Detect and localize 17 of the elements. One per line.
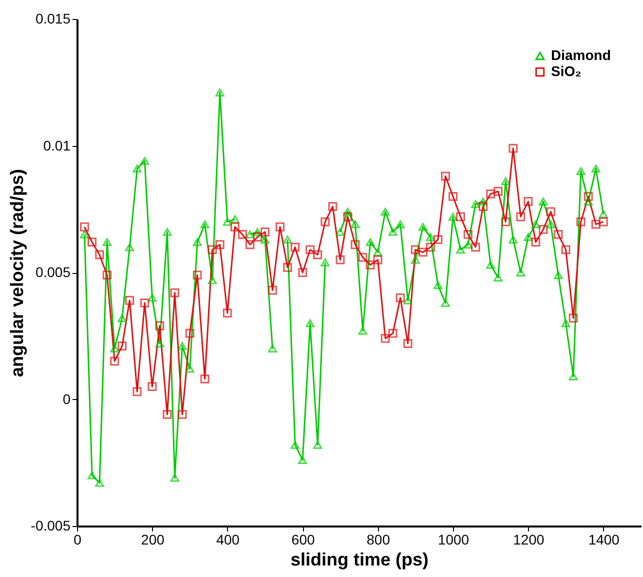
y-tick-label: 0 xyxy=(62,390,71,407)
x-tick-label: 200 xyxy=(141,532,165,548)
x-tick-label: 800 xyxy=(366,532,390,548)
y-tick-label: 0.01 xyxy=(43,137,71,154)
y-axis-title: angular velocity (rad/ps) xyxy=(6,168,27,378)
x-tick-label: 1400 xyxy=(588,532,620,548)
x-tick-label: 600 xyxy=(291,532,315,548)
y-tick-label: 0.015 xyxy=(35,10,71,26)
legend-label: Diamond xyxy=(551,47,611,63)
legend-label: SiO₂ xyxy=(551,63,582,79)
x-tick-label: 0 xyxy=(74,532,82,548)
x-axis-title: sliding time (ps) xyxy=(290,550,429,570)
x-tick-label: 400 xyxy=(216,532,240,548)
x-tick-label: 1000 xyxy=(438,532,470,548)
y-tick-label: 0.005 xyxy=(35,264,71,280)
x-tick-label: 1200 xyxy=(513,532,544,548)
y-tick-label: -0.005 xyxy=(30,518,71,534)
